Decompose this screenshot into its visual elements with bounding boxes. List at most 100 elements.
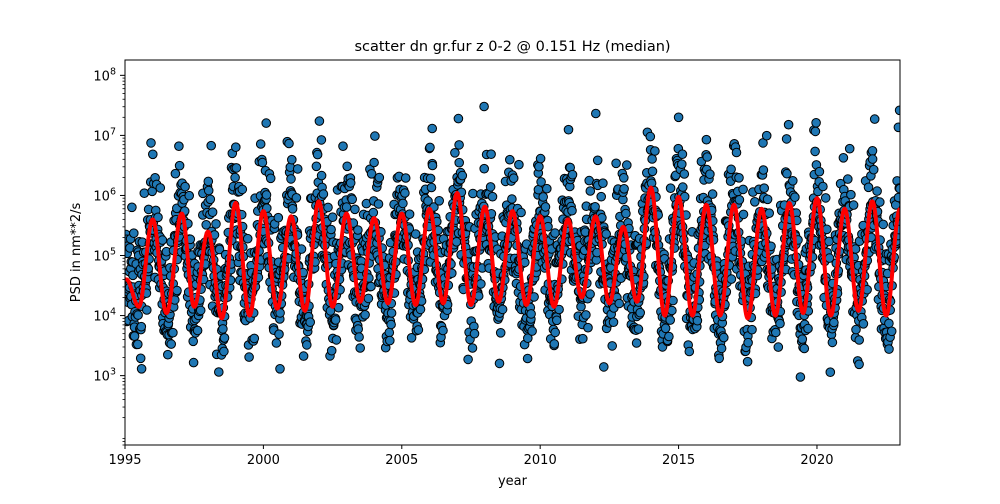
scatter-point (331, 335, 342, 345)
scatter-point (635, 307, 646, 318)
scatter-point (622, 160, 632, 170)
scatter-point (135, 353, 146, 364)
scatter-point (761, 130, 772, 141)
scatter-point (771, 327, 781, 338)
scatter-point (576, 301, 586, 312)
scatter-point (611, 158, 621, 169)
scatter-point (427, 160, 438, 171)
scatter-point (468, 188, 478, 199)
scatter-point (825, 367, 836, 378)
scatter-point (867, 146, 878, 156)
scatter-point (843, 174, 853, 184)
scatter-point (230, 172, 240, 183)
scatter-point (535, 153, 546, 164)
scatter-point (360, 310, 370, 320)
scatter-point (738, 209, 749, 220)
scatter-point (773, 342, 784, 352)
scatter-point (660, 323, 671, 334)
scatter-point (146, 138, 156, 148)
scatter-point-outlier (275, 364, 285, 374)
scatter-point (168, 327, 178, 338)
scatter-point (523, 333, 533, 344)
scatter-point (469, 328, 480, 339)
scatter-point (366, 281, 376, 292)
scatter-point (271, 338, 282, 348)
scatter-point (142, 305, 152, 315)
scatter-point (305, 317, 316, 328)
scatter-point (540, 202, 551, 212)
scatter-point (875, 197, 885, 207)
scatter-point (287, 204, 298, 214)
scatter-point (799, 343, 810, 354)
scatter-point (783, 119, 794, 130)
scatter-point (231, 142, 241, 152)
scatter-point (827, 337, 838, 348)
scatter-point (867, 154, 878, 164)
scatter-point (274, 329, 284, 340)
scatter-point (581, 310, 591, 320)
scatter-point (552, 315, 562, 326)
scatter-point (633, 324, 644, 334)
scatter-point (775, 318, 785, 329)
scatter-point (818, 181, 828, 192)
scatter-point (385, 335, 395, 346)
scatter-point (707, 189, 718, 199)
scatter-point (207, 207, 218, 217)
scatter-point (192, 325, 203, 336)
scatter-point (810, 146, 820, 157)
scatter-point (450, 148, 460, 158)
scatter-point (153, 212, 163, 223)
scatter-point (846, 189, 856, 200)
scatter-point (679, 169, 690, 179)
scatter-point (567, 169, 578, 180)
scatter-point (298, 351, 309, 361)
scatter-point (479, 101, 489, 112)
scatter-point (291, 193, 302, 203)
scatter-point (542, 183, 552, 194)
scatter-point (536, 177, 546, 187)
scatter-point (596, 191, 607, 202)
scatter-point (726, 274, 737, 284)
scatter-point (645, 131, 656, 142)
scatter-point (743, 337, 753, 348)
scatter-point (292, 164, 303, 174)
scatter-point (184, 190, 194, 201)
scatter-point (214, 367, 224, 377)
scatter-point (844, 143, 855, 154)
scatter-point (404, 209, 415, 219)
scatter-point (526, 309, 536, 319)
scatter-point (242, 233, 253, 244)
scatter-point (426, 182, 437, 193)
scatter-point (129, 228, 139, 238)
scatter-point-outlier (136, 364, 147, 374)
scatter-point (534, 161, 544, 172)
scatter-point (237, 184, 248, 195)
scatter-point (886, 326, 897, 337)
scatter-point (326, 224, 336, 235)
scatter-point (538, 192, 549, 202)
scatter-point (386, 308, 397, 318)
scatter-point (858, 319, 869, 329)
scatter-point (342, 161, 353, 172)
scatter-point (726, 164, 736, 175)
scatter-point (312, 149, 323, 160)
scatter-point (341, 202, 352, 212)
scatter-point (330, 315, 341, 325)
scatter-point (863, 182, 874, 193)
scatter-point (485, 182, 496, 192)
scatter-point (350, 204, 360, 215)
scatter-point (758, 165, 769, 175)
scatter-point (338, 141, 348, 151)
scatter-point (479, 163, 490, 174)
scatter-point-outlier (427, 123, 438, 134)
scatter-point (692, 315, 703, 326)
scatter-point (563, 124, 574, 135)
scatter-point (180, 181, 190, 192)
scatter-point (719, 332, 729, 343)
scatter-point (363, 293, 374, 304)
scatter-point (438, 325, 448, 336)
scatter-point (410, 229, 421, 239)
scatter-point (323, 202, 333, 213)
scatter-point (244, 352, 254, 362)
scatter-point (273, 212, 284, 223)
